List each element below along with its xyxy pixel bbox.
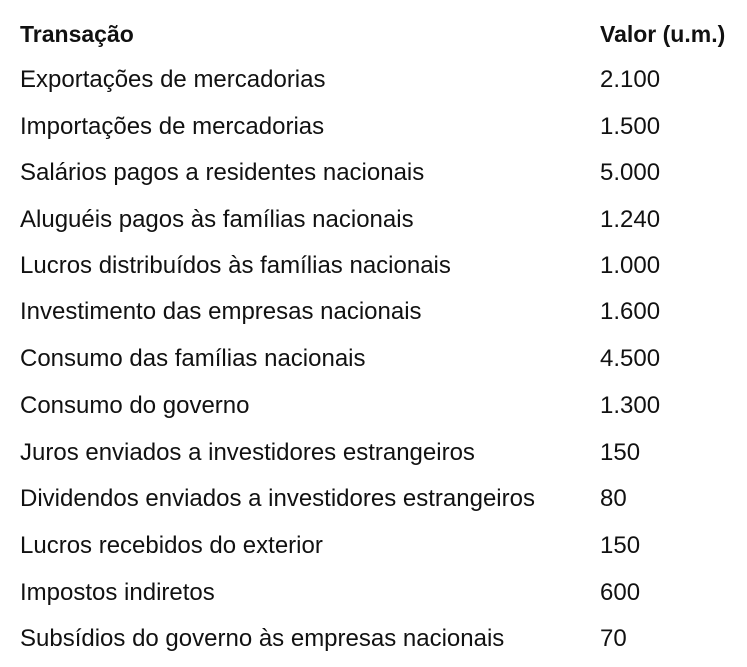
row-value: 2.100 [600, 66, 661, 93]
row-label: Impostos indiretos [20, 579, 215, 606]
row-value: 5.000 [600, 159, 661, 186]
row-label: Consumo do governo [20, 392, 250, 419]
header-transaction: Transação [20, 21, 134, 47]
row-label: Dividendos enviados a investidores estra… [20, 485, 535, 512]
header-value: Valor (u.m.) [600, 21, 726, 47]
table-row: Exportações de mercadorias 2.100 [0, 60, 747, 100]
table-row: Juros enviados a investidores estrangeir… [0, 433, 747, 473]
table-row: Investimento das empresas nacionais 1.60… [0, 292, 747, 332]
table-row: Impostos indiretos 600 [0, 573, 747, 613]
row-value: 600 [600, 579, 641, 606]
row-value: 80 [600, 485, 627, 512]
row-value: 4.500 [600, 345, 661, 372]
table-header-row: Transação Valor (u.m.) [0, 14, 747, 54]
row-label: Subsídios do governo às empresas naciona… [20, 625, 505, 652]
table-row: Lucros recebidos do exterior 150 [0, 526, 747, 566]
table-row: Aluguéis pagos às famílias nacionais 1.2… [0, 200, 747, 240]
row-label: Importações de mercadorias [20, 113, 325, 140]
row-label: Juros enviados a investidores estrangeir… [20, 439, 475, 466]
table-row: Lucros distribuídos às famílias nacionai… [0, 246, 747, 286]
table-row: Importações de mercadorias 1.500 [0, 107, 747, 147]
table-row: Dividendos enviados a investidores estra… [0, 479, 747, 519]
row-value: 1.500 [600, 113, 661, 140]
row-label: Investimento das empresas nacionais [20, 298, 422, 325]
row-value: 1.240 [600, 206, 661, 233]
row-label: Lucros recebidos do exterior [20, 532, 323, 559]
row-value: 150 [600, 439, 641, 466]
row-value: 150 [600, 532, 641, 559]
table-row: Salários pagos a residentes nacionais 5.… [0, 153, 747, 193]
row-label: Salários pagos a residentes nacionais [20, 159, 425, 186]
row-value: 1.000 [600, 252, 661, 279]
row-label: Aluguéis pagos às famílias nacionais [20, 206, 414, 233]
row-value: 70 [600, 625, 627, 652]
table-row: Consumo do governo 1.300 [0, 386, 747, 426]
table-row: Subsídios do governo às empresas naciona… [0, 619, 747, 659]
row-label: Consumo das famílias nacionais [20, 345, 366, 372]
row-value: 1.300 [600, 392, 661, 419]
table-row: Consumo das famílias nacionais 4.500 [0, 339, 747, 379]
row-label: Lucros distribuídos às famílias nacionai… [20, 252, 451, 279]
row-label: Exportações de mercadorias [20, 66, 326, 93]
row-value: 1.600 [600, 298, 661, 325]
